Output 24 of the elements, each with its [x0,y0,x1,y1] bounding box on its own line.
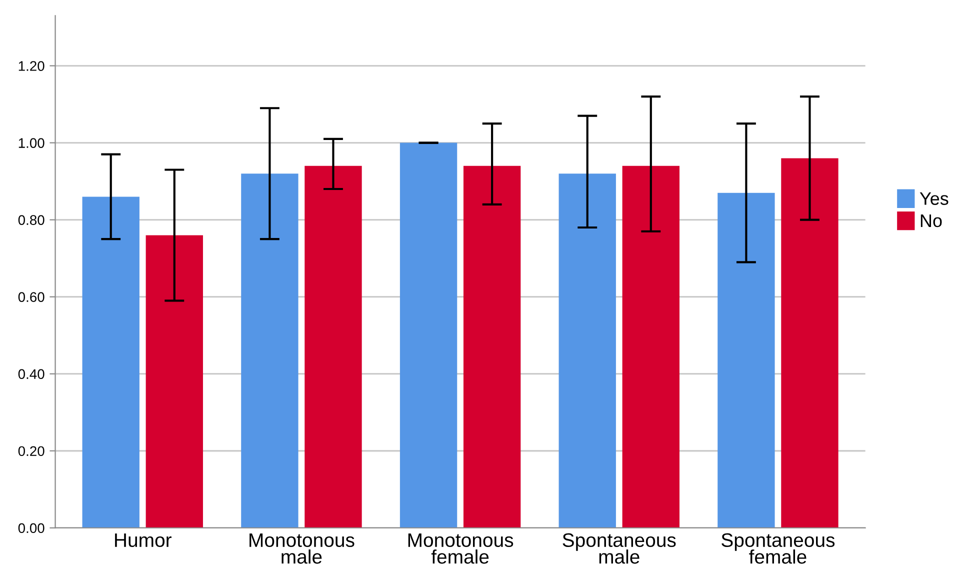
bar [558,174,616,528]
x-tick-label: Spontaneous female [722,533,835,564]
bar [718,192,775,528]
y-tick-label: 0.80 [18,215,44,225]
y-tick-label: 0.20 [18,446,44,456]
bar [82,196,140,528]
y-tick-label: 1.00 [18,138,44,148]
bar [400,142,458,528]
legend-label: No [920,214,942,228]
y-tick-label: 0.40 [18,369,44,380]
bar [463,166,521,528]
x-tick-label: Monotonous female [408,533,514,564]
x-tick-label: Humor [115,533,172,548]
x-tick-label: Spontaneous male [562,533,676,564]
y-tick-label: 0.00 [18,523,44,534]
bar [241,174,298,528]
x-tick-label: Monotonous male [250,533,354,564]
legend-label: Yes [920,192,948,205]
y-tick-label: 0.60 [18,292,44,302]
bar [146,235,203,528]
bar [622,166,680,528]
bar [781,158,838,528]
y-tick-label: 1.20 [18,61,44,71]
bar [304,166,362,528]
